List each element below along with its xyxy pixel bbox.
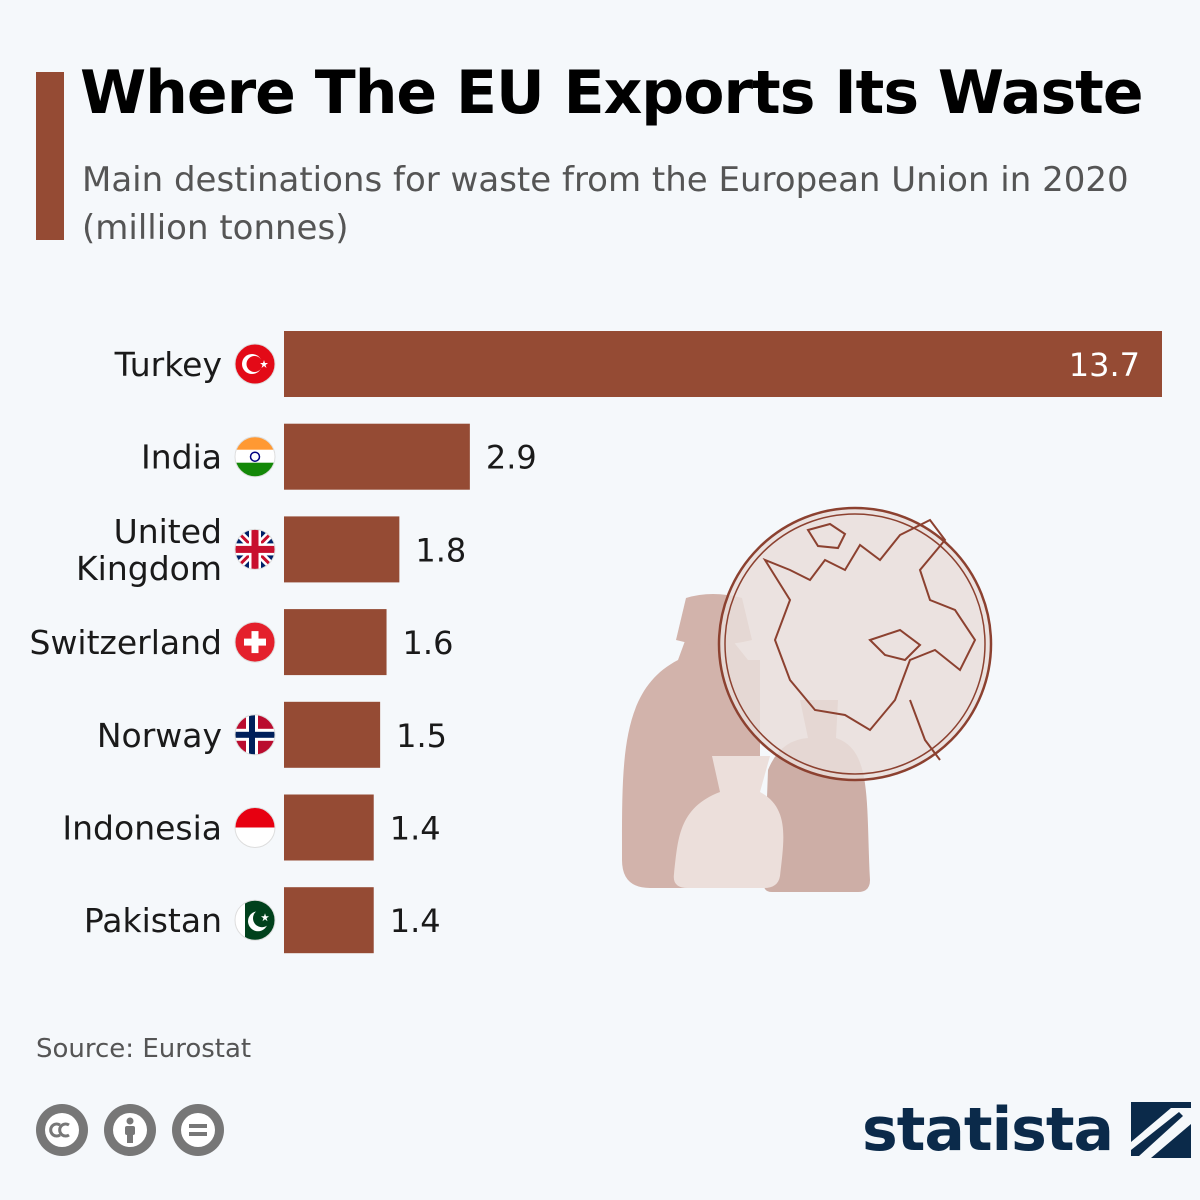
data-label: 1.8 bbox=[415, 531, 466, 569]
bar-row: Switzerland 1.6 bbox=[30, 609, 454, 676]
bar bbox=[284, 609, 387, 676]
bar bbox=[284, 331, 1162, 397]
globe-and-waste-bags-icon bbox=[621, 506, 993, 892]
bar-row: Pakistan 1.4 bbox=[84, 887, 441, 954]
turkey-flag-icon bbox=[234, 343, 276, 385]
data-label: 1.5 bbox=[396, 717, 447, 755]
bar-row: Indonesia 1.4 bbox=[62, 794, 441, 861]
bar bbox=[284, 516, 400, 583]
statista-logo[interactable]: statista bbox=[862, 1095, 1192, 1165]
category-label: Pakistan bbox=[84, 901, 222, 940]
indonesia-flag-icon bbox=[234, 807, 276, 848]
category-label: Norway bbox=[97, 716, 222, 755]
chart-subtitle: Main destinations for waste from the Eur… bbox=[82, 160, 1129, 248]
title-accent-bar bbox=[36, 72, 64, 240]
source-note: Source: Eurostat bbox=[36, 1034, 252, 1064]
cc-icon[interactable] bbox=[36, 1104, 88, 1156]
category-label: Turkey bbox=[114, 345, 222, 384]
category-label: India bbox=[141, 438, 222, 477]
india-flag-icon bbox=[234, 436, 276, 478]
chart-title: Where The EU Exports Its Waste bbox=[80, 58, 1144, 128]
norway-flag-icon bbox=[234, 714, 276, 756]
bar-row: Turkey 13.7 bbox=[114, 331, 1162, 397]
bar-chart: Turkey 13.7 India 2.9 United Kingdom 1.8 Switze… bbox=[30, 331, 1162, 954]
bar-row: Norway 1.5 bbox=[97, 701, 447, 768]
data-label: 1.6 bbox=[403, 624, 454, 662]
data-label: 2.9 bbox=[486, 439, 537, 477]
statista-logo-icon bbox=[1131, 1102, 1192, 1158]
bar bbox=[284, 423, 470, 490]
license-icons bbox=[36, 1104, 224, 1156]
data-label: 13.7 bbox=[1069, 346, 1140, 384]
category-label: Indonesia bbox=[62, 809, 222, 848]
data-label: 1.4 bbox=[390, 810, 441, 848]
data-label: 1.4 bbox=[390, 902, 441, 940]
statista-wordmark: statista bbox=[862, 1095, 1114, 1165]
switzerland-flag-icon bbox=[234, 621, 276, 663]
attribution-icon[interactable] bbox=[104, 1104, 156, 1156]
bar bbox=[284, 794, 374, 861]
category-label: United Kingdom bbox=[76, 512, 222, 588]
bar-row: United Kingdom 1.8 bbox=[76, 512, 466, 588]
bar bbox=[284, 701, 381, 768]
bar bbox=[284, 887, 374, 954]
pakistan-flag-icon bbox=[234, 899, 276, 941]
bar-row: India 2.9 bbox=[141, 423, 537, 490]
uk-flag-icon bbox=[234, 528, 276, 570]
category-label: Switzerland bbox=[30, 623, 223, 662]
no-derivatives-icon[interactable] bbox=[172, 1104, 224, 1156]
